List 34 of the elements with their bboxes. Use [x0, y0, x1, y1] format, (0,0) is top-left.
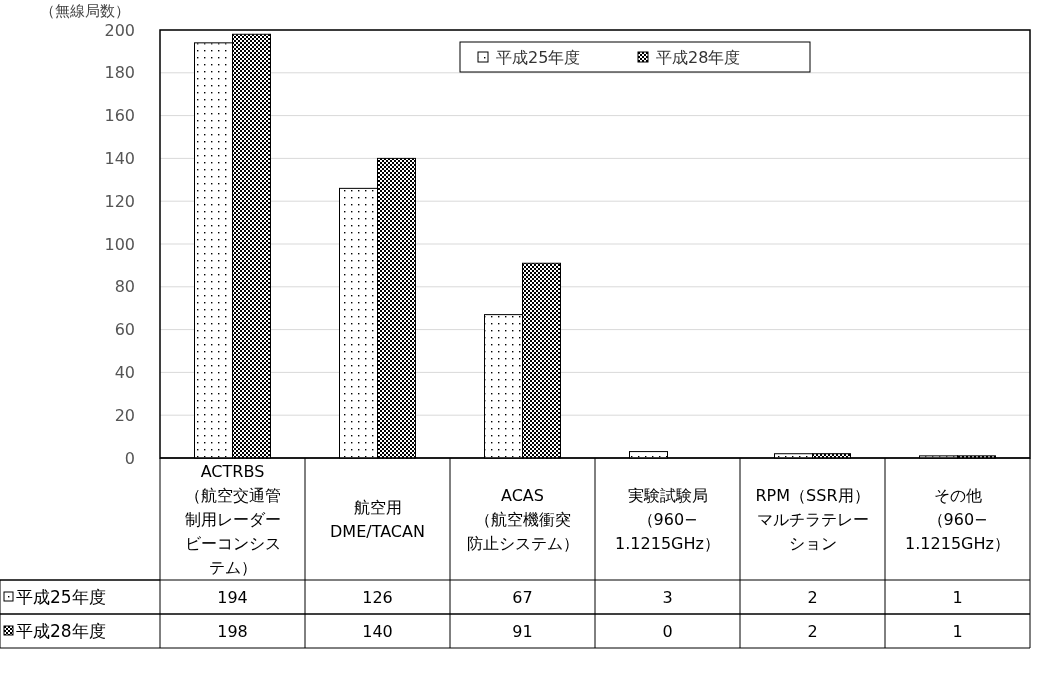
legend-label: 平成28年度 [656, 47, 741, 67]
data-label: 2 [807, 621, 818, 641]
y-tick-label: 120 [104, 191, 135, 211]
x-tick-label: ACTRBS（航空交通管制用レーダービーコンシステム） [184, 461, 281, 577]
data-label: 3 [662, 587, 673, 607]
data-label: 91 [512, 621, 533, 641]
y-tick-label: 80 [114, 277, 135, 297]
data-label: 1 [952, 621, 963, 641]
text: 平成25年度 [16, 586, 106, 607]
data-label: 1 [952, 587, 963, 607]
y-tick-label: 200 [104, 20, 135, 40]
x-tick-label: 航空用DME/TACAN [330, 497, 425, 541]
y-tick-label: 180 [104, 63, 135, 83]
data-label: 126 [362, 587, 393, 607]
data-label: 140 [362, 621, 393, 641]
y-tick-label: 40 [114, 363, 135, 382]
y-tick-label: 160 [104, 106, 135, 126]
legend-label: 平成25年度 [496, 47, 581, 67]
x-tick-label: RPM（SSR用）マルチラテレーション [755, 485, 870, 553]
data-label: 67 [512, 587, 533, 607]
data-label: 194 [217, 587, 248, 607]
data-label: 2 [807, 587, 818, 607]
data-label: 0 [662, 621, 673, 641]
x-tick-label: ACAS（航空機衝突防止システム） [466, 485, 579, 553]
data-label: 198 [217, 621, 248, 641]
y-tick-label: 140 [104, 149, 135, 168]
y-axis-title: （無線局数） [40, 2, 130, 20]
y-tick-label: 20 [114, 405, 135, 425]
y-tick-label: 60 [114, 320, 135, 340]
text: 平成28年度 [16, 620, 106, 641]
x-tick-label: 実験試験局（960−1.1215GHz） [615, 485, 720, 553]
y-tick-label: 0 [124, 448, 135, 468]
x-tick-label: その他（960−1.1215GHz） [905, 485, 1010, 553]
y-tick-label: 100 [104, 234, 135, 254]
